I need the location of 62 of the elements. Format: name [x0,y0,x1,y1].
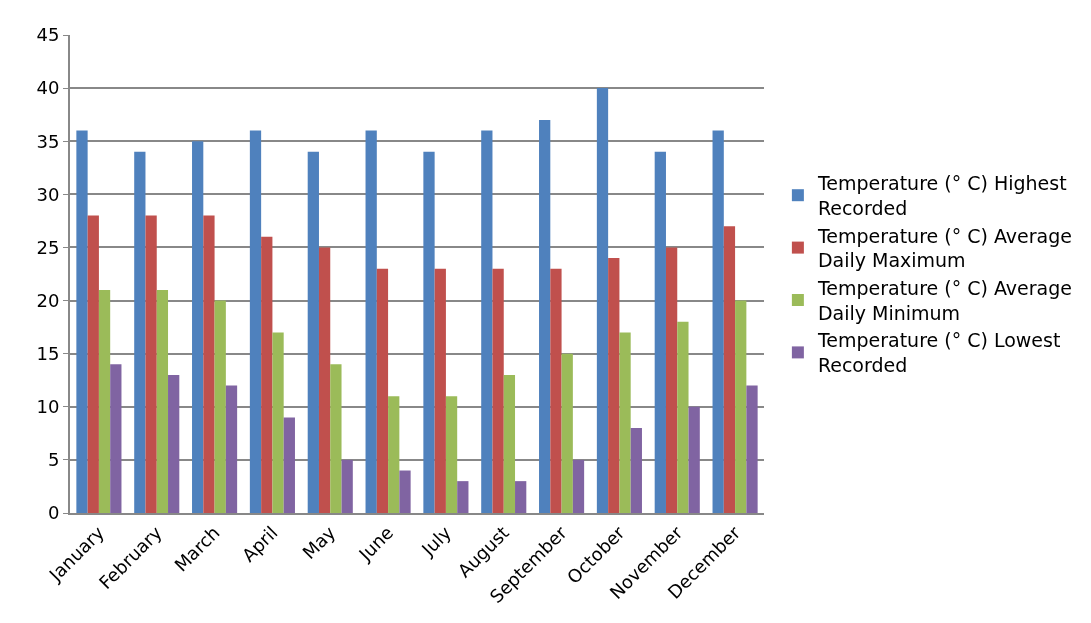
legend-label: Temperature (° C) Average Daily Minimum [816,277,1072,324]
bar [550,268,562,513]
bar [203,215,215,513]
bar [87,215,99,513]
bar [630,428,642,513]
bar [318,247,331,513]
legend-label: Temperature (° C) Average Daily Maximum [816,224,1072,272]
bar [98,289,111,513]
bar [608,258,620,513]
bar [457,481,469,513]
bar [376,268,389,513]
bar [492,268,504,513]
bar [561,353,573,513]
bar [423,151,435,513]
bar [330,364,342,513]
bar [225,385,238,513]
bar [365,130,377,513]
bar [735,300,747,513]
bar [145,215,157,513]
y-tick-label: 5 [47,449,60,471]
bar [712,130,724,513]
bar [341,459,353,513]
bar [399,470,411,513]
bar [307,151,319,513]
bar [192,141,204,513]
bar [434,268,446,513]
bar [619,332,631,513]
y-tick-label: 15 [36,342,60,364]
bar [688,406,700,513]
bar [76,130,88,513]
bar [156,289,169,513]
bar [249,130,262,513]
bar [723,226,736,513]
bar [388,396,400,513]
bar [665,247,678,513]
bar [445,396,458,513]
y-tick-label: 35 [36,130,60,152]
legend-label: Temperature (° C) Lowest Recorded [816,329,1061,377]
legend-label: Temperature (° C) Highest Recorded [816,172,1067,219]
bar [110,364,122,513]
y-tick-label: 40 [36,77,60,99]
y-tick-label: 10 [36,396,60,418]
bar [677,321,689,513]
bar [261,236,273,513]
bar [168,374,180,513]
bar [503,374,516,513]
bar [134,151,146,513]
bar [572,459,585,513]
y-tick-label: 45 [36,24,60,46]
bar [283,417,295,513]
y-tick-label: 0 [47,502,60,524]
y-tick-label: 30 [36,183,60,205]
bar [746,385,758,513]
y-tick-label: 25 [36,236,60,258]
y-tick-label: 20 [36,289,60,311]
bar [654,151,666,513]
bar [596,88,609,513]
bar [515,481,527,513]
bar [481,130,493,513]
bar [214,300,226,513]
bar [539,119,551,513]
bar [272,332,284,513]
